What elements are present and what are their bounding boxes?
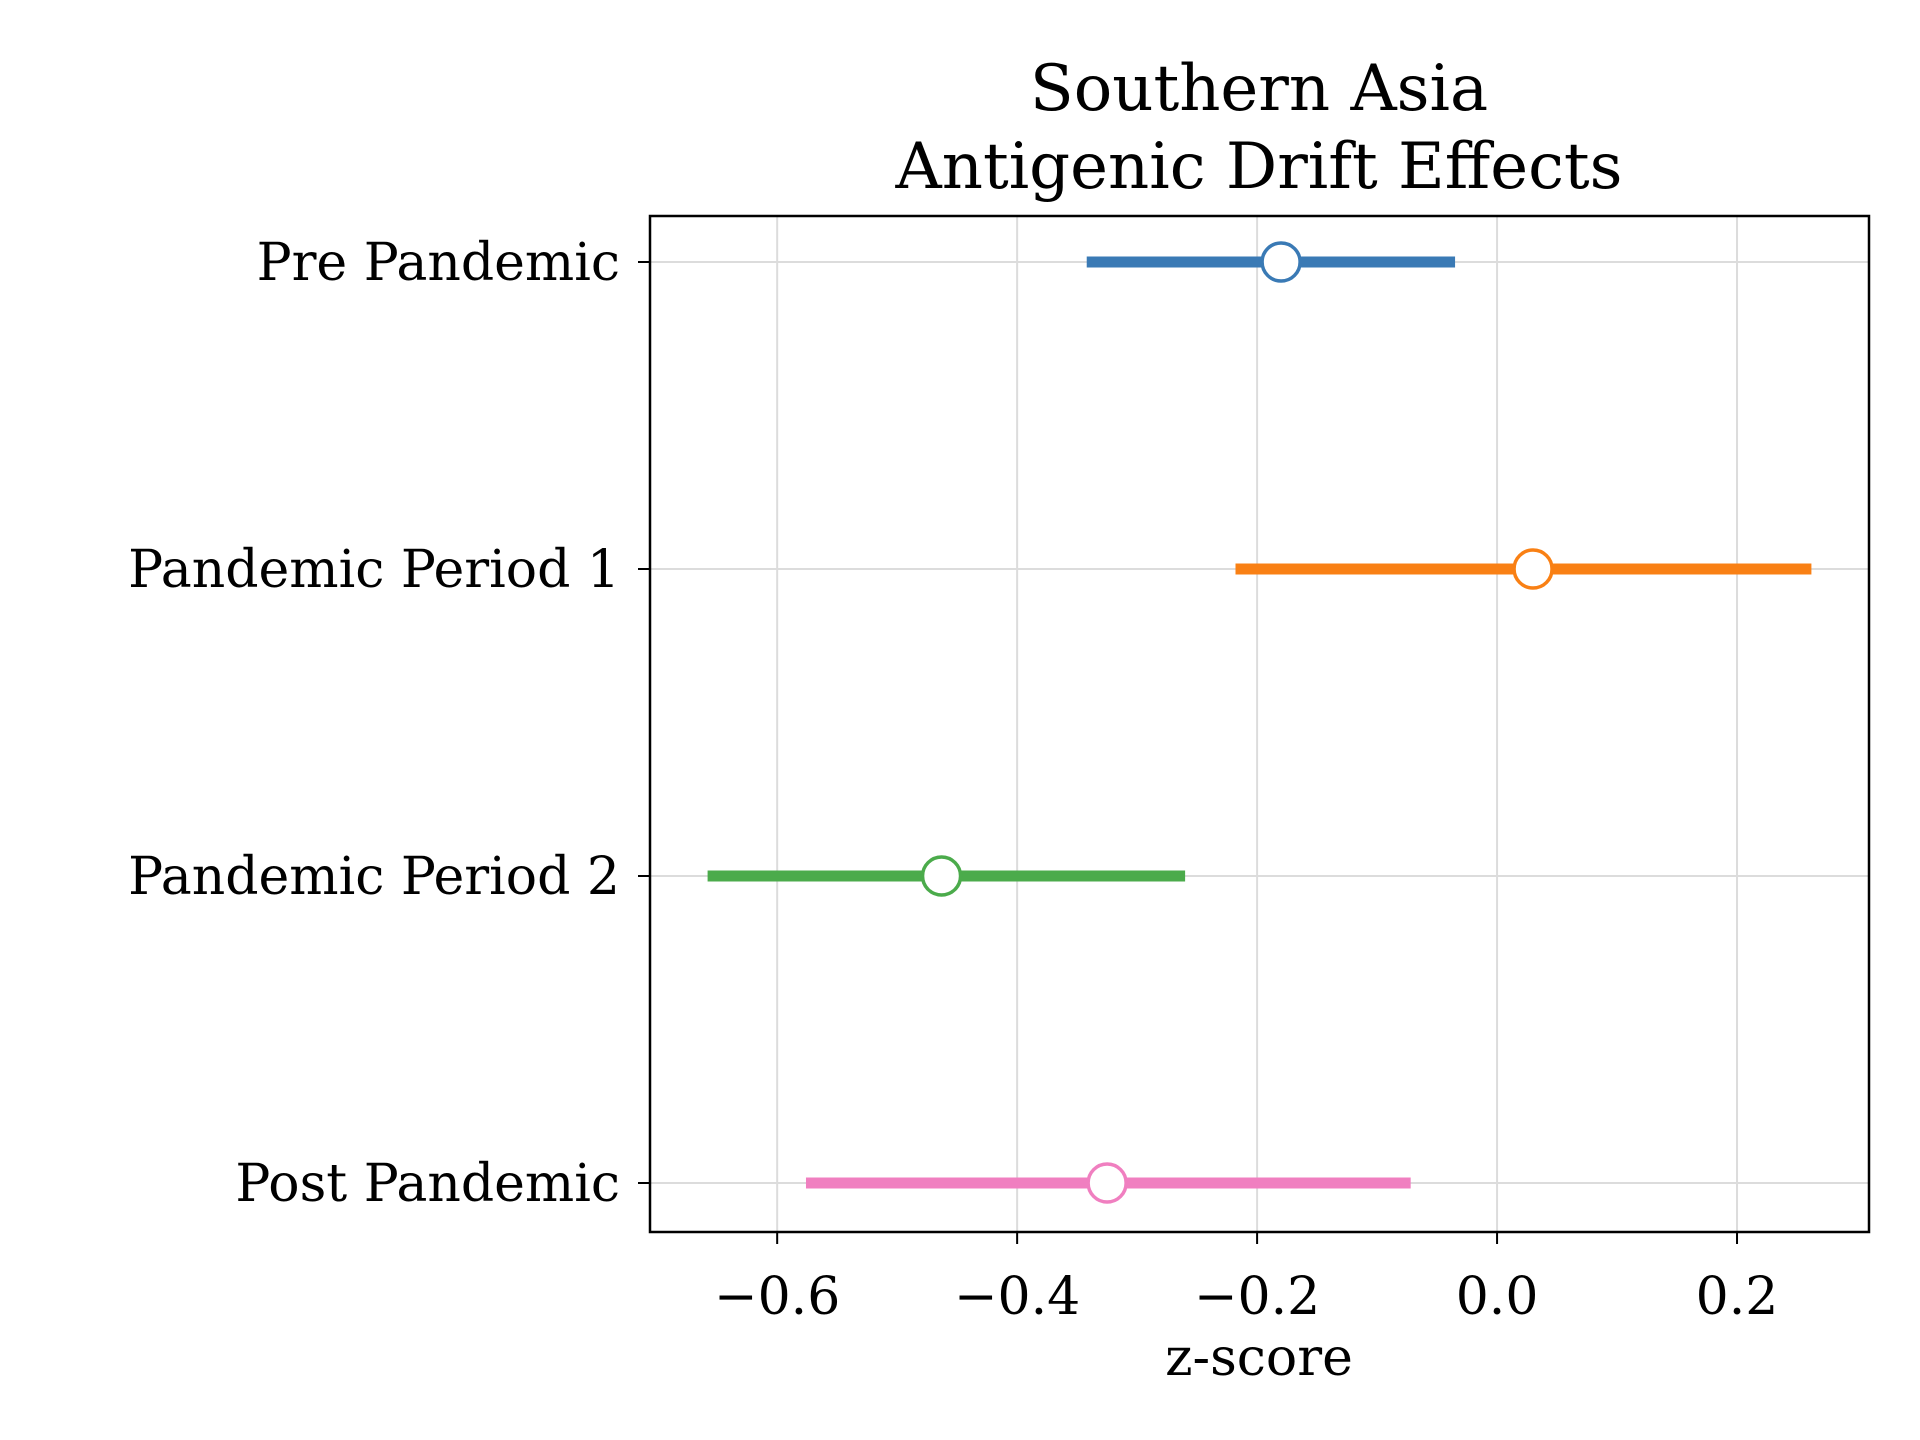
series-layer	[707, 241, 1812, 1204]
tick-layer: −0.6 −0.4 −0.2 0.0 0.2 Pre Pandemic Pandemic P…	[128, 233, 1778, 1327]
x-tick-label: −0.4	[954, 1267, 1080, 1327]
x-axis-label: z-score	[1165, 1328, 1353, 1388]
plot-frame	[648, 214, 1871, 1234]
chart-title-line-1: Southern Asia	[1030, 52, 1488, 126]
y-tick-label: Post Pandemic	[235, 1154, 620, 1214]
point-estimate-marker	[1512, 548, 1554, 590]
chart-title-line-2: Antigenic Drift Effects	[895, 130, 1623, 204]
y-tick-label: Pandemic Period 1	[128, 540, 620, 600]
x-tick-label: 0.0	[1456, 1267, 1539, 1327]
y-tick-label: Pre Pandemic	[257, 233, 620, 293]
x-tick-label: −0.2	[1194, 1267, 1320, 1327]
x-tick-label: 0.2	[1696, 1267, 1779, 1327]
grid-lines	[650, 216, 1869, 1232]
point-estimate-marker	[1086, 1162, 1128, 1204]
y-tick-label: Pandemic Period 2	[128, 847, 620, 907]
point-estimate-marker	[920, 855, 963, 897]
x-tick-label: −0.6	[714, 1267, 840, 1327]
point-estimate-marker	[1260, 241, 1302, 283]
